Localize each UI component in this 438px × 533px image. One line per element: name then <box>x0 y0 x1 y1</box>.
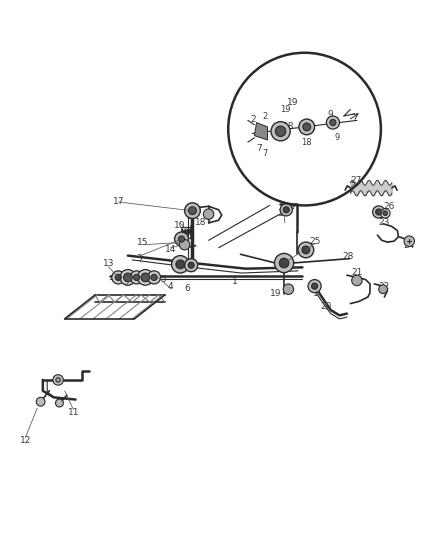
Text: 16: 16 <box>278 209 289 218</box>
Circle shape <box>130 271 143 284</box>
Text: 1: 1 <box>312 289 318 298</box>
Circle shape <box>187 262 194 268</box>
Polygon shape <box>254 123 267 140</box>
Circle shape <box>311 283 317 289</box>
Text: 10: 10 <box>173 221 185 230</box>
Text: 19: 19 <box>286 99 298 108</box>
Text: 4: 4 <box>167 281 173 290</box>
Text: 6: 6 <box>184 284 189 293</box>
Text: 26: 26 <box>382 202 394 211</box>
Circle shape <box>203 209 213 220</box>
Text: 21: 21 <box>350 268 362 277</box>
Text: 2: 2 <box>250 116 256 124</box>
Circle shape <box>325 116 339 129</box>
Circle shape <box>174 232 188 246</box>
Circle shape <box>137 270 153 285</box>
Circle shape <box>275 126 285 136</box>
Text: 5: 5 <box>116 273 122 282</box>
Circle shape <box>151 274 157 280</box>
Text: 15: 15 <box>137 238 148 247</box>
Circle shape <box>283 207 289 213</box>
Text: 5: 5 <box>159 275 165 284</box>
Text: 28: 28 <box>342 253 353 261</box>
Circle shape <box>184 203 200 219</box>
Text: 18: 18 <box>195 217 206 227</box>
Circle shape <box>372 206 384 218</box>
Circle shape <box>55 399 63 407</box>
Circle shape <box>178 236 184 242</box>
Text: 9: 9 <box>327 110 333 119</box>
Text: 11: 11 <box>67 408 79 417</box>
Circle shape <box>297 242 313 258</box>
Circle shape <box>279 204 292 216</box>
Circle shape <box>112 271 124 284</box>
Text: 20: 20 <box>320 302 331 311</box>
Circle shape <box>378 285 387 294</box>
Text: 7: 7 <box>262 149 267 158</box>
Text: 4: 4 <box>123 279 128 288</box>
Circle shape <box>36 398 45 406</box>
Text: 3: 3 <box>136 254 141 263</box>
Circle shape <box>176 260 184 269</box>
Text: 22: 22 <box>378 281 389 290</box>
Text: 23: 23 <box>378 217 389 227</box>
Circle shape <box>382 211 387 215</box>
Circle shape <box>307 280 321 293</box>
Circle shape <box>403 236 413 246</box>
Circle shape <box>375 209 381 215</box>
Text: 19: 19 <box>279 105 290 114</box>
Circle shape <box>380 208 389 218</box>
Text: 18: 18 <box>282 122 293 131</box>
Circle shape <box>123 273 132 282</box>
Text: 18: 18 <box>301 138 311 147</box>
Circle shape <box>115 274 121 280</box>
Circle shape <box>329 119 335 126</box>
Text: 1: 1 <box>188 212 194 221</box>
Text: 19: 19 <box>269 289 280 298</box>
Circle shape <box>133 274 139 280</box>
Text: 8: 8 <box>297 245 302 254</box>
Circle shape <box>184 259 197 272</box>
Circle shape <box>283 284 293 294</box>
Circle shape <box>279 258 288 268</box>
Text: 27: 27 <box>349 176 360 184</box>
Text: 1: 1 <box>231 277 237 286</box>
Circle shape <box>298 119 314 135</box>
Circle shape <box>171 256 188 273</box>
Circle shape <box>56 378 60 382</box>
Text: 2: 2 <box>262 112 267 122</box>
Text: 7: 7 <box>255 144 261 153</box>
Text: 25: 25 <box>309 237 321 246</box>
Circle shape <box>270 122 290 141</box>
Circle shape <box>53 375 63 385</box>
Circle shape <box>274 253 293 272</box>
Text: 12: 12 <box>20 437 31 446</box>
Circle shape <box>302 123 310 131</box>
Circle shape <box>301 246 309 254</box>
Circle shape <box>188 207 196 215</box>
Circle shape <box>120 270 135 285</box>
Circle shape <box>351 275 361 286</box>
Circle shape <box>179 239 189 250</box>
Circle shape <box>141 273 149 282</box>
Text: 24: 24 <box>403 241 414 250</box>
Circle shape <box>147 271 160 284</box>
Text: 17: 17 <box>112 197 124 206</box>
Text: 9: 9 <box>334 133 339 142</box>
Text: 14: 14 <box>165 245 176 254</box>
Text: 13: 13 <box>102 260 114 269</box>
